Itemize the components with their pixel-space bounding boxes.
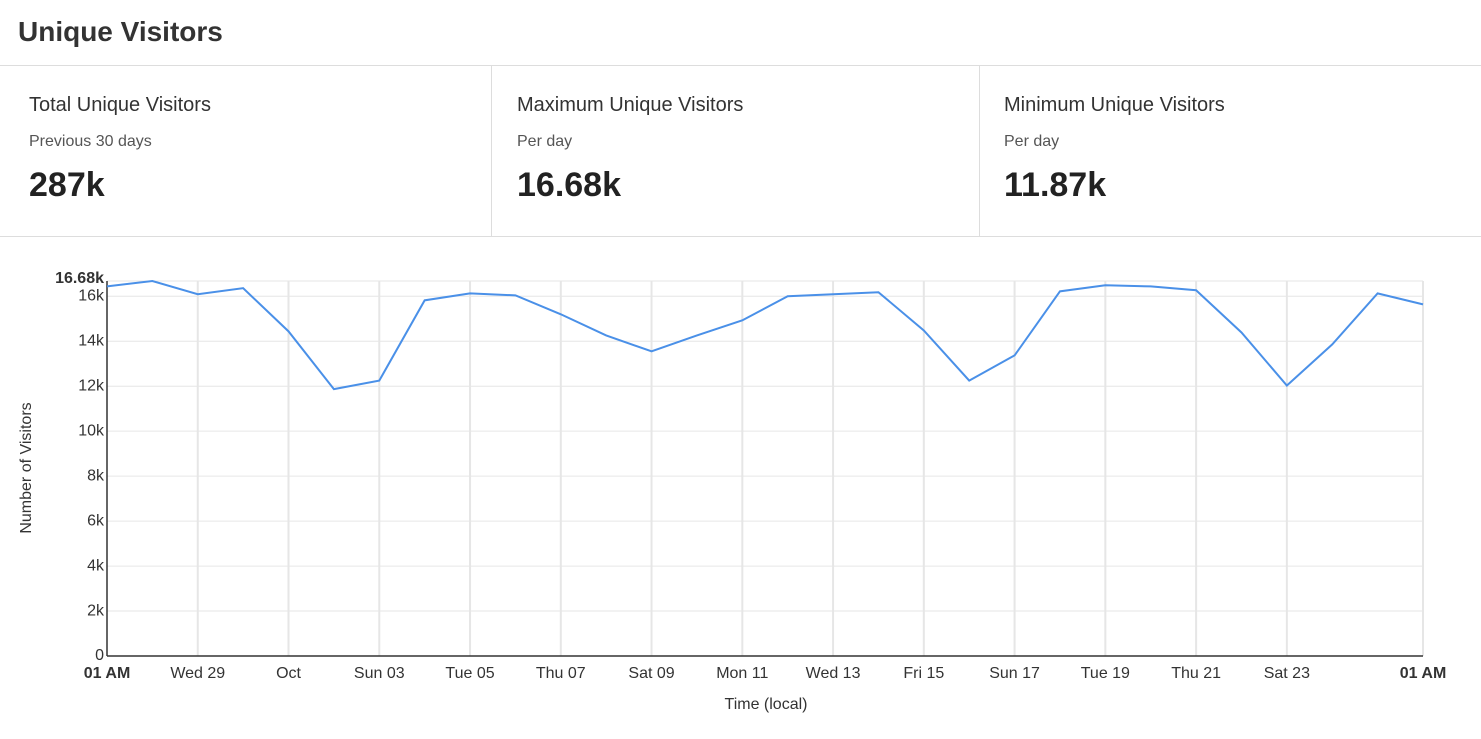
stat-title: Maximum Unique Visitors (517, 94, 744, 116)
y-tick-label: 14k (78, 332, 105, 349)
stat-card: Maximum Unique Visitors Per day 16.68k (517, 66, 977, 236)
stat-subtitle: Per day (517, 133, 573, 150)
x-tick-label: 01 AM (84, 665, 131, 682)
x-tick-label: Oct (276, 665, 301, 682)
x-axis-label: Time (local) (725, 696, 808, 713)
stat-card: Total Unique Visitors Previous 30 days 2… (29, 66, 489, 236)
x-tick-label: Tue 19 (1081, 665, 1130, 682)
y-tick-label: 6k (87, 512, 105, 529)
y-tick-label: 12k (78, 377, 105, 394)
stat-title: Total Unique Visitors (29, 94, 211, 116)
y-tick-label: 4k (87, 557, 105, 574)
x-tick-label: Sun 17 (989, 665, 1040, 682)
stat-subtitle: Per day (1004, 133, 1060, 150)
stat-title: Minimum Unique Visitors (1004, 94, 1225, 116)
stat-value: 11.87k (1004, 166, 1107, 204)
stat-value: 287k (29, 166, 105, 204)
data-line (106, 279, 1424, 391)
stat-subtitle: Previous 30 days (29, 133, 152, 150)
stat-card: Minimum Unique Visitors Per day 11.87k (1004, 66, 1464, 236)
stat-value: 16.68k (517, 166, 621, 204)
divider (491, 66, 492, 236)
x-tick-label: Thu 21 (1171, 665, 1221, 682)
x-tick-label: Wed 13 (806, 665, 861, 682)
x-tick-label: Fri 15 (903, 665, 944, 682)
page-title: Unique Visitors (18, 16, 223, 47)
x-tick-label: Wed 29 (170, 665, 225, 682)
y-axis-label: Number of Visitors (18, 402, 35, 533)
divider (0, 236, 1481, 237)
x-tick-label: Sun 03 (354, 665, 405, 682)
y-tick-label: 0 (95, 647, 104, 664)
x-tick-label: Sat 09 (628, 665, 674, 682)
x-tick-label: 01 AM (1400, 665, 1447, 682)
y-tick-label: 16k (78, 288, 105, 305)
divider (979, 66, 980, 236)
y-tick-label: 10k (78, 422, 105, 439)
y-tick-label: 8k (87, 467, 105, 484)
x-tick-label: Mon 11 (716, 665, 768, 682)
x-tick-label: Tue 05 (445, 665, 494, 682)
y-tick-label: 2k (87, 602, 105, 619)
x-tick-label: Sat 23 (1264, 665, 1310, 682)
y-tick-label: 16.68k (55, 270, 104, 287)
divider (0, 65, 1481, 66)
x-tick-label: Thu 07 (536, 665, 586, 682)
